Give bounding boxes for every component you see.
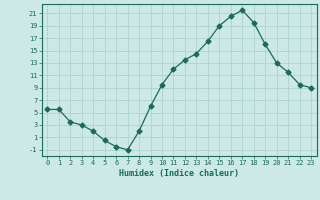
X-axis label: Humidex (Indice chaleur): Humidex (Indice chaleur) [119, 169, 239, 178]
